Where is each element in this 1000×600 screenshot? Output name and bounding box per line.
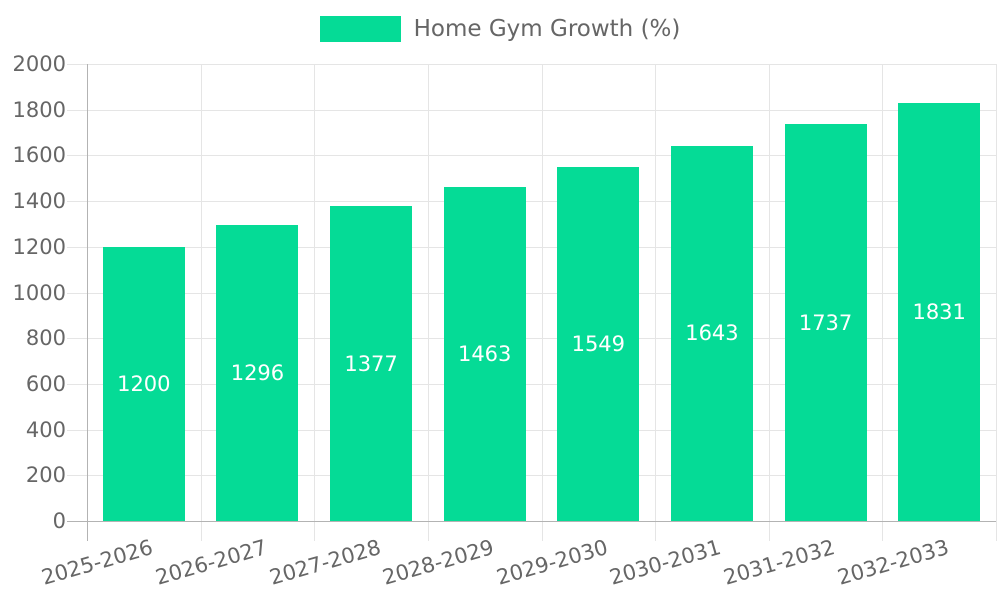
- y-axis-tick-label: 2000: [12, 52, 66, 76]
- v-gridline: [541, 64, 543, 541]
- bar[interactable]: [443, 186, 526, 521]
- bar[interactable]: [216, 224, 299, 521]
- legend-label: Home Gym Growth (%): [413, 16, 681, 42]
- y-axis-tick-label: 600: [25, 371, 66, 396]
- bar-value-label: 1643: [685, 321, 739, 346]
- bar[interactable]: [784, 124, 867, 521]
- x-axis-tick-label: 2028-2029: [380, 535, 497, 590]
- x-axis-tick-label: 2031-2032: [720, 535, 838, 590]
- legend-swatch: [319, 16, 401, 42]
- v-gridline: [996, 64, 997, 541]
- y-axis-tick-label: 400: [25, 417, 66, 442]
- h-gridline: [67, 155, 996, 157]
- bar-value-label: 1377: [344, 351, 398, 376]
- y-axis-tick-label: 0: [52, 509, 66, 533]
- bar-value-label: 1831: [912, 299, 966, 324]
- bar[interactable]: [670, 145, 753, 521]
- y-axis-tick-label: 1400: [12, 189, 66, 214]
- y-axis-tick-label: 1200: [12, 234, 66, 259]
- x-axis-tick-label: 2029-2030: [493, 535, 611, 590]
- h-gridline: [67, 429, 996, 431]
- h-gridline: [67, 246, 996, 248]
- h-gridline: [67, 475, 996, 477]
- x-axis-tick-label: 2027-2028: [266, 535, 384, 590]
- bar[interactable]: [898, 102, 981, 521]
- bar[interactable]: [102, 246, 185, 521]
- x-axis-tick-label: 2032-2033: [834, 535, 952, 590]
- bar-value-label: 1737: [798, 310, 853, 335]
- x-axis-tick-label: 2025-2026: [39, 535, 156, 590]
- bar-value-label: 1549: [571, 332, 626, 357]
- y-axis-tick-label: 800: [25, 326, 66, 351]
- v-gridline: [882, 64, 884, 541]
- x-axis-tick-label: 2030-2031: [607, 535, 725, 590]
- x-axis-line-overlay: [67, 521, 996, 522]
- x-axis-tick-label: 2026-2027: [152, 535, 270, 590]
- bar-value-label: 1200: [117, 371, 171, 396]
- legend-item[interactable]: Home Gym Growth (%): [0, 16, 1000, 42]
- h-gridline: [67, 64, 996, 65]
- v-gridline: [200, 64, 202, 541]
- y-axis-tick-label: 200: [25, 463, 66, 488]
- h-gridline: [67, 109, 996, 111]
- y-axis-tick-label: 1800: [12, 97, 66, 122]
- bar[interactable]: [557, 167, 640, 521]
- v-gridline: [768, 64, 770, 541]
- bar-value-label: 1296: [230, 360, 285, 385]
- bar-value-label: 1463: [457, 341, 512, 366]
- y-axis-tick-label: 1600: [12, 143, 66, 168]
- h-gridline: [67, 201, 996, 203]
- y-axis-tick-label: 1000: [12, 280, 66, 305]
- bar[interactable]: [330, 206, 413, 521]
- v-gridline: [427, 64, 429, 541]
- h-gridline: [67, 292, 996, 294]
- v-gridline: [314, 64, 316, 541]
- y-axis-line: [87, 64, 88, 541]
- h-gridline: [67, 383, 996, 385]
- v-gridline: [655, 64, 657, 541]
- h-gridline: [67, 338, 996, 340]
